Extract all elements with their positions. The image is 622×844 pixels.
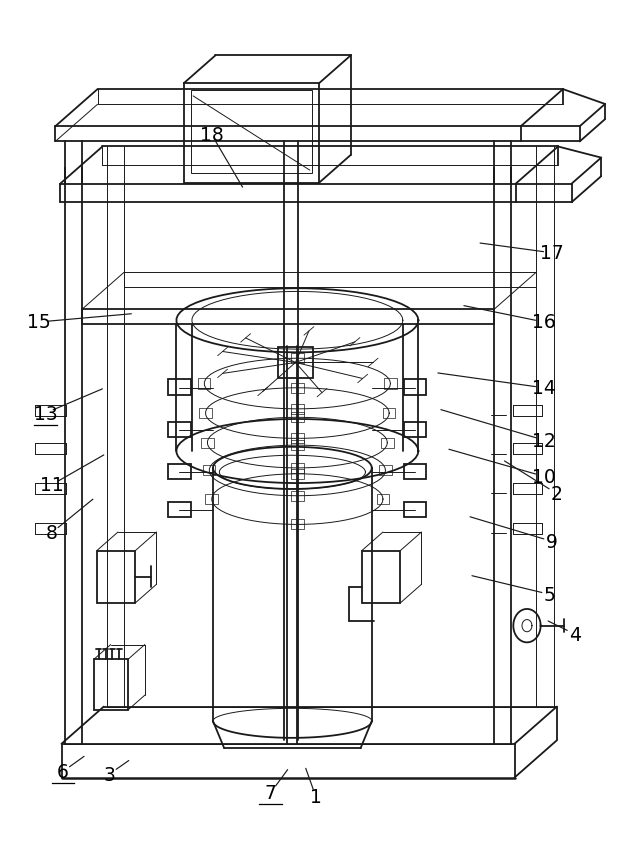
Text: 14: 14 [532,379,555,398]
Text: 9: 9 [546,533,558,551]
Text: 16: 16 [532,313,555,332]
Text: 6: 6 [57,762,68,782]
Bar [384,379,397,389]
Bar [278,348,313,378]
Bar [191,91,312,173]
Bar [94,660,128,710]
Bar [97,551,136,603]
Text: 10: 10 [532,468,555,486]
Bar [291,404,304,414]
Bar [183,84,319,183]
Text: 12: 12 [532,431,555,450]
Text: 2: 2 [550,484,562,503]
Bar [362,551,401,603]
Bar [383,408,396,419]
Text: 15: 15 [27,313,51,332]
Text: 3: 3 [103,765,115,784]
Bar [291,413,304,423]
Bar [203,466,215,476]
Bar [198,379,210,389]
Bar [291,383,304,393]
Text: 18: 18 [200,126,223,145]
Bar [291,434,304,444]
Bar [291,463,304,473]
Text: 4: 4 [569,625,581,644]
Text: 17: 17 [540,244,564,263]
Text: 1: 1 [310,787,322,807]
Bar [381,438,394,448]
Bar [199,408,211,419]
Bar [169,464,190,479]
Bar [205,495,218,505]
Bar [291,469,304,479]
Text: 5: 5 [544,585,556,604]
Bar [201,438,213,448]
Bar [169,502,190,517]
Bar [291,354,304,364]
Text: 13: 13 [34,404,57,423]
Bar [169,422,190,437]
Bar [291,441,304,451]
Bar [404,380,427,395]
Bar [404,502,427,517]
Bar [291,491,304,501]
Bar [291,520,304,530]
Text: 7: 7 [265,783,277,803]
Bar [404,422,427,437]
Bar [404,464,427,479]
Bar [169,380,190,395]
Text: 11: 11 [40,476,63,495]
Bar [379,466,392,476]
Text: 8: 8 [45,524,57,543]
Bar [377,495,389,505]
